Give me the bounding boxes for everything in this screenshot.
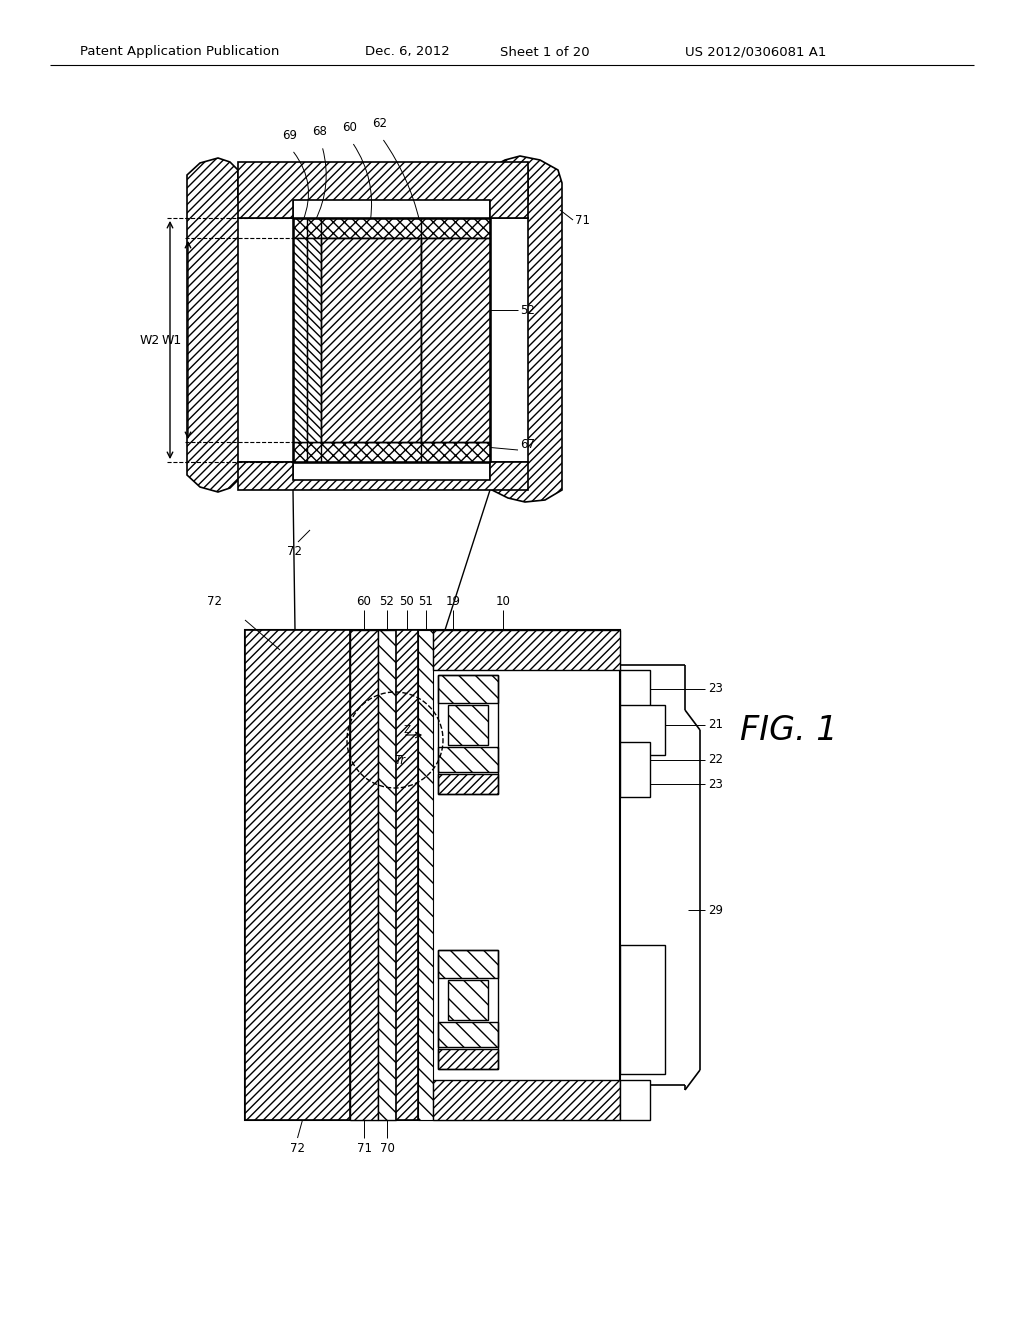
Text: 21: 21: [708, 718, 723, 731]
Text: 51: 51: [418, 595, 433, 609]
Bar: [293, 218, 490, 238]
Text: 70: 70: [380, 1142, 394, 1155]
Bar: [620, 945, 665, 1074]
Text: 52: 52: [380, 595, 394, 609]
Text: 23: 23: [708, 682, 723, 696]
Polygon shape: [238, 162, 528, 218]
Text: Z: Z: [403, 725, 411, 735]
Bar: [396, 630, 418, 1119]
Polygon shape: [187, 158, 293, 492]
Text: W1: W1: [162, 334, 182, 346]
Text: 10: 10: [496, 595, 510, 609]
Text: 23: 23: [708, 777, 723, 791]
Text: Sheet 1 of 20: Sheet 1 of 20: [500, 45, 590, 58]
Text: 72: 72: [288, 545, 302, 558]
Text: 71: 71: [575, 214, 590, 227]
Bar: [433, 1080, 620, 1119]
Bar: [620, 671, 650, 725]
Bar: [620, 1080, 650, 1119]
Bar: [421, 238, 490, 442]
Bar: [438, 675, 498, 704]
Text: 69: 69: [283, 129, 298, 143]
Text: 22: 22: [708, 752, 723, 766]
Text: FIG. 1: FIG. 1: [740, 714, 838, 747]
Bar: [449, 705, 488, 744]
Text: 60: 60: [356, 595, 372, 609]
Bar: [293, 238, 307, 442]
Polygon shape: [238, 462, 528, 490]
Text: Tr: Tr: [394, 754, 406, 767]
Bar: [245, 630, 350, 1119]
Bar: [438, 747, 498, 772]
Bar: [620, 742, 650, 797]
Text: 72: 72: [290, 1142, 305, 1155]
Text: 68: 68: [312, 125, 328, 139]
Bar: [438, 774, 498, 795]
Bar: [438, 1049, 498, 1069]
Bar: [620, 705, 665, 755]
Text: 62: 62: [373, 117, 387, 129]
Bar: [245, 630, 620, 1119]
Text: 19: 19: [445, 595, 461, 609]
Bar: [350, 630, 378, 1119]
Text: 29: 29: [708, 903, 723, 916]
Text: 72: 72: [208, 595, 222, 609]
Bar: [293, 442, 490, 462]
Bar: [378, 630, 396, 1119]
Text: Patent Application Publication: Patent Application Publication: [80, 45, 280, 58]
Polygon shape: [490, 156, 562, 502]
Text: Dec. 6, 2012: Dec. 6, 2012: [365, 45, 450, 58]
Text: W2: W2: [139, 334, 160, 346]
Bar: [438, 1022, 498, 1047]
Text: 67: 67: [520, 438, 535, 451]
Bar: [321, 238, 421, 442]
Bar: [438, 950, 498, 978]
Text: 60: 60: [343, 121, 357, 135]
Bar: [433, 630, 620, 671]
Text: 52: 52: [520, 304, 535, 317]
Bar: [449, 979, 488, 1020]
Text: US 2012/0306081 A1: US 2012/0306081 A1: [685, 45, 826, 58]
Text: 71: 71: [356, 1142, 372, 1155]
Text: 50: 50: [399, 595, 415, 609]
Bar: [307, 238, 321, 442]
Bar: [418, 630, 433, 1119]
